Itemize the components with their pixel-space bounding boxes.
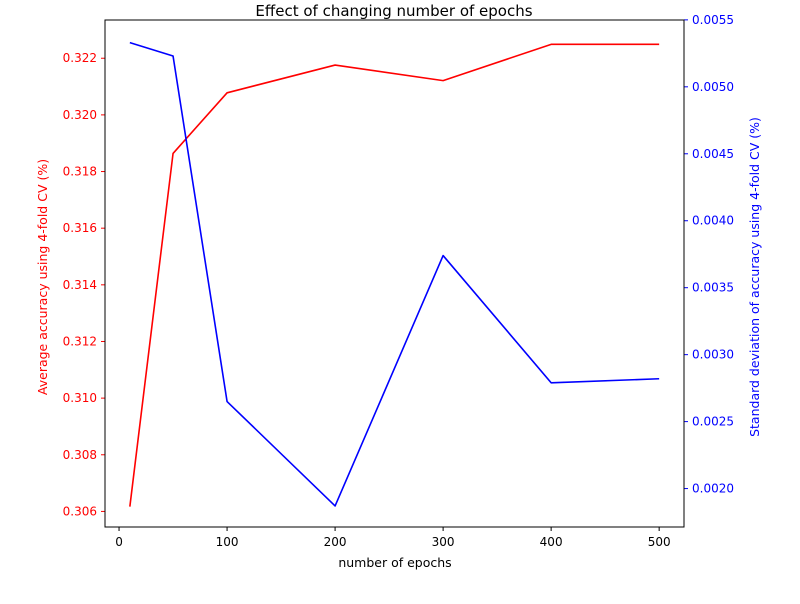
y-left-tick-label: 0.320 [63, 108, 97, 122]
x-axis-title: number of epochs [338, 555, 451, 570]
y-left-tick-label: 0.322 [63, 51, 97, 65]
y-left-axis-title: Average accuracy using 4-fold CV (%) [35, 159, 50, 395]
plot-frame [104, 19, 685, 528]
series-line-average-accuracy [129, 43, 660, 507]
x-tick-label: 400 [540, 535, 563, 549]
y-right-tick-label: 0.0045 [692, 147, 734, 161]
y-left-tick-label: 0.318 [63, 165, 97, 179]
y-right-axis-title: Standard deviation of accuracy using 4-f… [747, 117, 762, 437]
y-left-tick-label: 0.308 [63, 448, 97, 462]
x-tick-label: 200 [324, 535, 347, 549]
chart-title: Effect of changing number of epochs [255, 2, 532, 20]
y-left-tick-label: 0.316 [63, 221, 97, 235]
y-right-tick-label: 0.0040 [692, 214, 734, 228]
y-right-tick-label: 0.0050 [692, 80, 734, 94]
x-tick-label: 500 [648, 535, 671, 549]
x-tick-label: 0 [115, 535, 123, 549]
y-right-tick-label: 0.0025 [692, 415, 734, 429]
y-right-tick-label: 0.0030 [692, 348, 734, 362]
y-left-tick-label: 0.312 [63, 334, 97, 348]
y-left-tick-label: 0.310 [63, 391, 97, 405]
y-left-tick-label: 0.306 [63, 504, 97, 518]
y-right-tick-label: 0.0055 [692, 13, 734, 27]
series-line-std-deviation [129, 41, 660, 507]
y-right-tick-label: 0.0035 [692, 281, 734, 295]
x-tick-label: 300 [432, 535, 455, 549]
y-right-tick-label: 0.0020 [692, 482, 734, 496]
plot-area: 0 100 200 300 400 500 0.306 0.308 0.310 0.312 0.31… [63, 13, 734, 549]
x-tick-label: 100 [216, 535, 239, 549]
y-left-tick-label: 0.314 [63, 278, 97, 292]
